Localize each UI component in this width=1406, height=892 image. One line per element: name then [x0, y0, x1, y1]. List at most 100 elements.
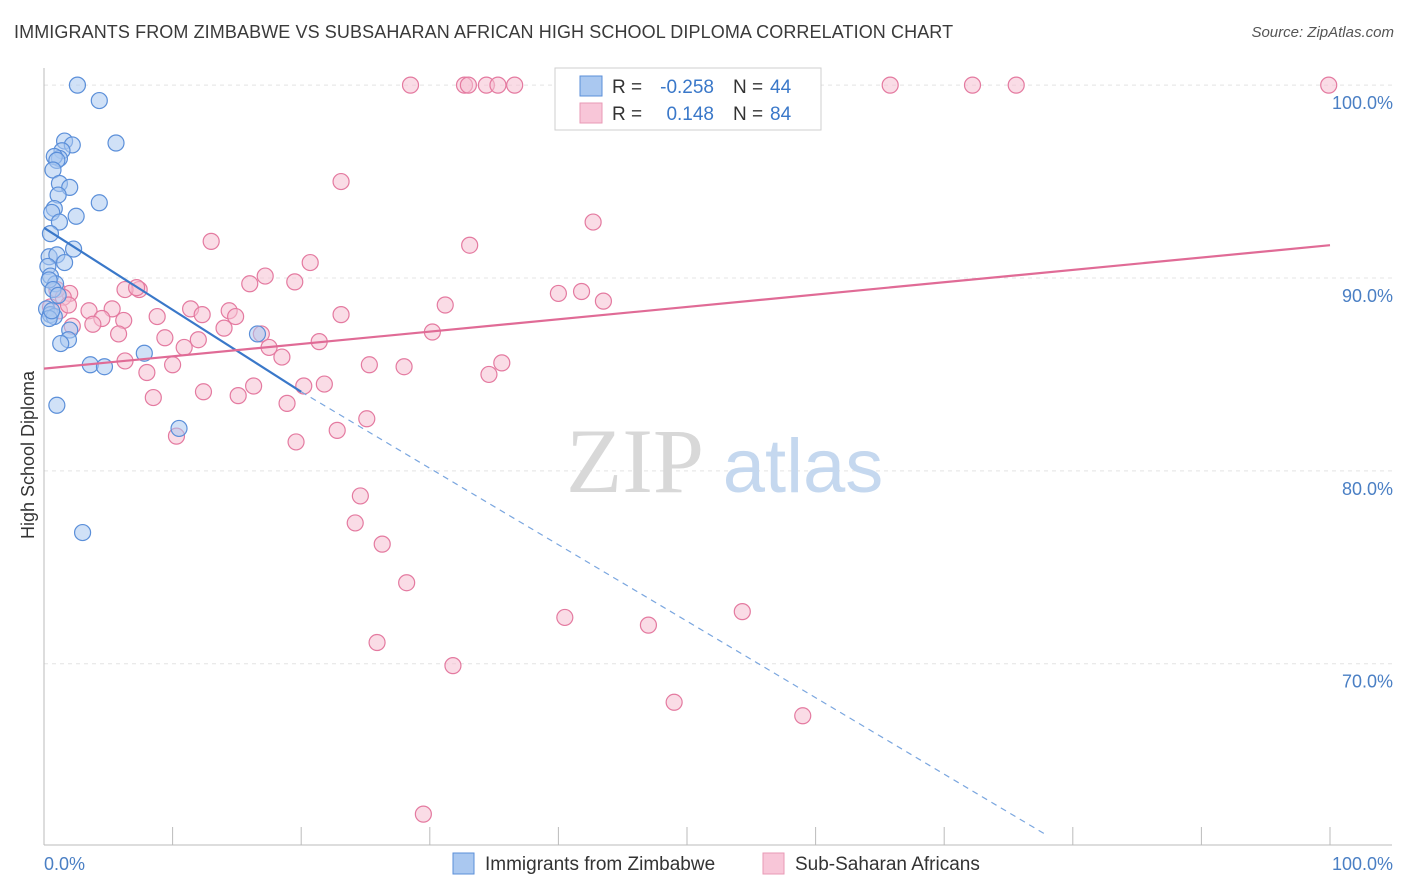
data-point: [332, 306, 350, 324]
y-tick-label: 100.0%: [1332, 93, 1393, 113]
data-point: [373, 535, 391, 553]
data-point: [594, 292, 613, 310]
data-point: [398, 574, 416, 592]
data-point: [295, 377, 313, 395]
data-point: [639, 616, 658, 634]
trend-line-zimbabwe: [43, 226, 302, 393]
data-point: [328, 421, 346, 439]
data-point: [95, 358, 114, 376]
chart-title: IMMIGRANTS FROM ZIMBABWE VS SUBSAHARAN A…: [14, 22, 954, 42]
legend-swatch-zimbabwe: [452, 852, 475, 875]
data-point: [164, 356, 182, 374]
gridlines: [44, 84, 1392, 665]
data-point: [480, 365, 498, 384]
data-point: [459, 76, 477, 94]
data-point: [360, 356, 378, 374]
stats-r-label: R =: [612, 104, 642, 125]
data-point: [493, 354, 511, 372]
data-point: [584, 213, 602, 231]
data-point: [436, 296, 454, 314]
stats-r-label: R =: [612, 77, 642, 98]
data-point: [189, 331, 207, 349]
data-point: [556, 608, 574, 627]
data-point: [665, 693, 683, 711]
data-point: [73, 523, 92, 542]
y-tick-label: 70.0%: [1342, 672, 1393, 692]
legend-label-subsaharan: Sub-Saharan Africans: [795, 854, 980, 875]
data-point: [48, 396, 66, 414]
data-point: [549, 284, 568, 303]
data-point: [90, 91, 108, 110]
data-point: [489, 76, 507, 94]
data-point: [414, 805, 432, 823]
data-point: [963, 76, 982, 94]
data-point: [144, 388, 162, 407]
data-point: [395, 358, 413, 376]
data-point: [248, 325, 267, 343]
data-point: [202, 232, 220, 250]
x-tick-label: 100.0%: [1332, 854, 1393, 874]
data-point: [55, 253, 74, 272]
trend-line-zimbabwe-extension: [300, 391, 1048, 836]
stats-r-value: 0.148: [666, 104, 714, 125]
data-point: [881, 76, 899, 94]
data-point: [1007, 76, 1025, 94]
watermark: ZIP atlas: [566, 410, 883, 512]
data-point: [90, 194, 108, 212]
y-tick-label: 80.0%: [1342, 479, 1393, 499]
zimbabwe-points: [37, 76, 267, 542]
y-axis-label: High School Diploma: [18, 370, 38, 539]
data-point: [444, 657, 462, 675]
data-point: [193, 306, 211, 324]
data-point: [346, 514, 364, 532]
data-point: [84, 315, 102, 333]
data-point: [67, 207, 85, 225]
y-tick-label: 90.0%: [1342, 286, 1393, 306]
data-point: [332, 172, 350, 191]
data-point: [107, 134, 125, 152]
data-point: [315, 375, 333, 393]
data-point: [156, 329, 174, 347]
data-point: [368, 633, 386, 652]
data-point: [138, 363, 156, 382]
data-point: [256, 267, 274, 285]
data-point: [273, 348, 291, 366]
data-point: [358, 410, 376, 428]
data-point: [1320, 76, 1338, 94]
data-point: [227, 307, 245, 326]
correlation-stats-box: R = -0.258 N = 44 R = 0.148 N = 84: [554, 67, 822, 131]
data-point: [148, 307, 166, 326]
data-point: [733, 603, 751, 621]
data-point: [572, 282, 591, 301]
data-point: [194, 383, 213, 401]
legend-swatch-subsaharan: [762, 852, 785, 875]
data-point: [287, 433, 305, 451]
source-credit: Source: ZipAtlas.com: [1251, 24, 1394, 41]
data-point: [241, 275, 259, 293]
data-point: [461, 236, 479, 254]
data-point: [351, 487, 369, 505]
chart-legend: Immigrants from Zimbabwe Sub-Saharan Afr…: [452, 852, 980, 875]
legend-label-zimbabwe: Immigrants from Zimbabwe: [485, 854, 715, 875]
stats-n-value: 84: [770, 104, 792, 125]
x-tick-labels: 0.0% 100.0%: [44, 854, 1393, 874]
data-point: [49, 286, 67, 304]
data-point: [278, 394, 296, 412]
data-point: [50, 213, 69, 231]
watermark-zip: ZIP: [566, 410, 704, 512]
axes: [43, 68, 1392, 846]
data-point: [215, 319, 233, 337]
stats-swatch-subsaharan: [579, 102, 603, 124]
stats-n-label: N =: [733, 77, 763, 98]
x-tick-label: 0.0%: [44, 854, 85, 874]
data-point: [135, 344, 153, 362]
y-tick-labels: 70.0% 80.0% 90.0% 100.0%: [1332, 93, 1393, 692]
data-point: [301, 253, 319, 272]
data-point: [68, 76, 87, 94]
trend-lines: [43, 226, 1331, 836]
data-point: [175, 338, 193, 357]
data-point: [43, 302, 61, 320]
trend-line-subsaharan: [43, 244, 1331, 370]
data-point: [229, 387, 247, 405]
